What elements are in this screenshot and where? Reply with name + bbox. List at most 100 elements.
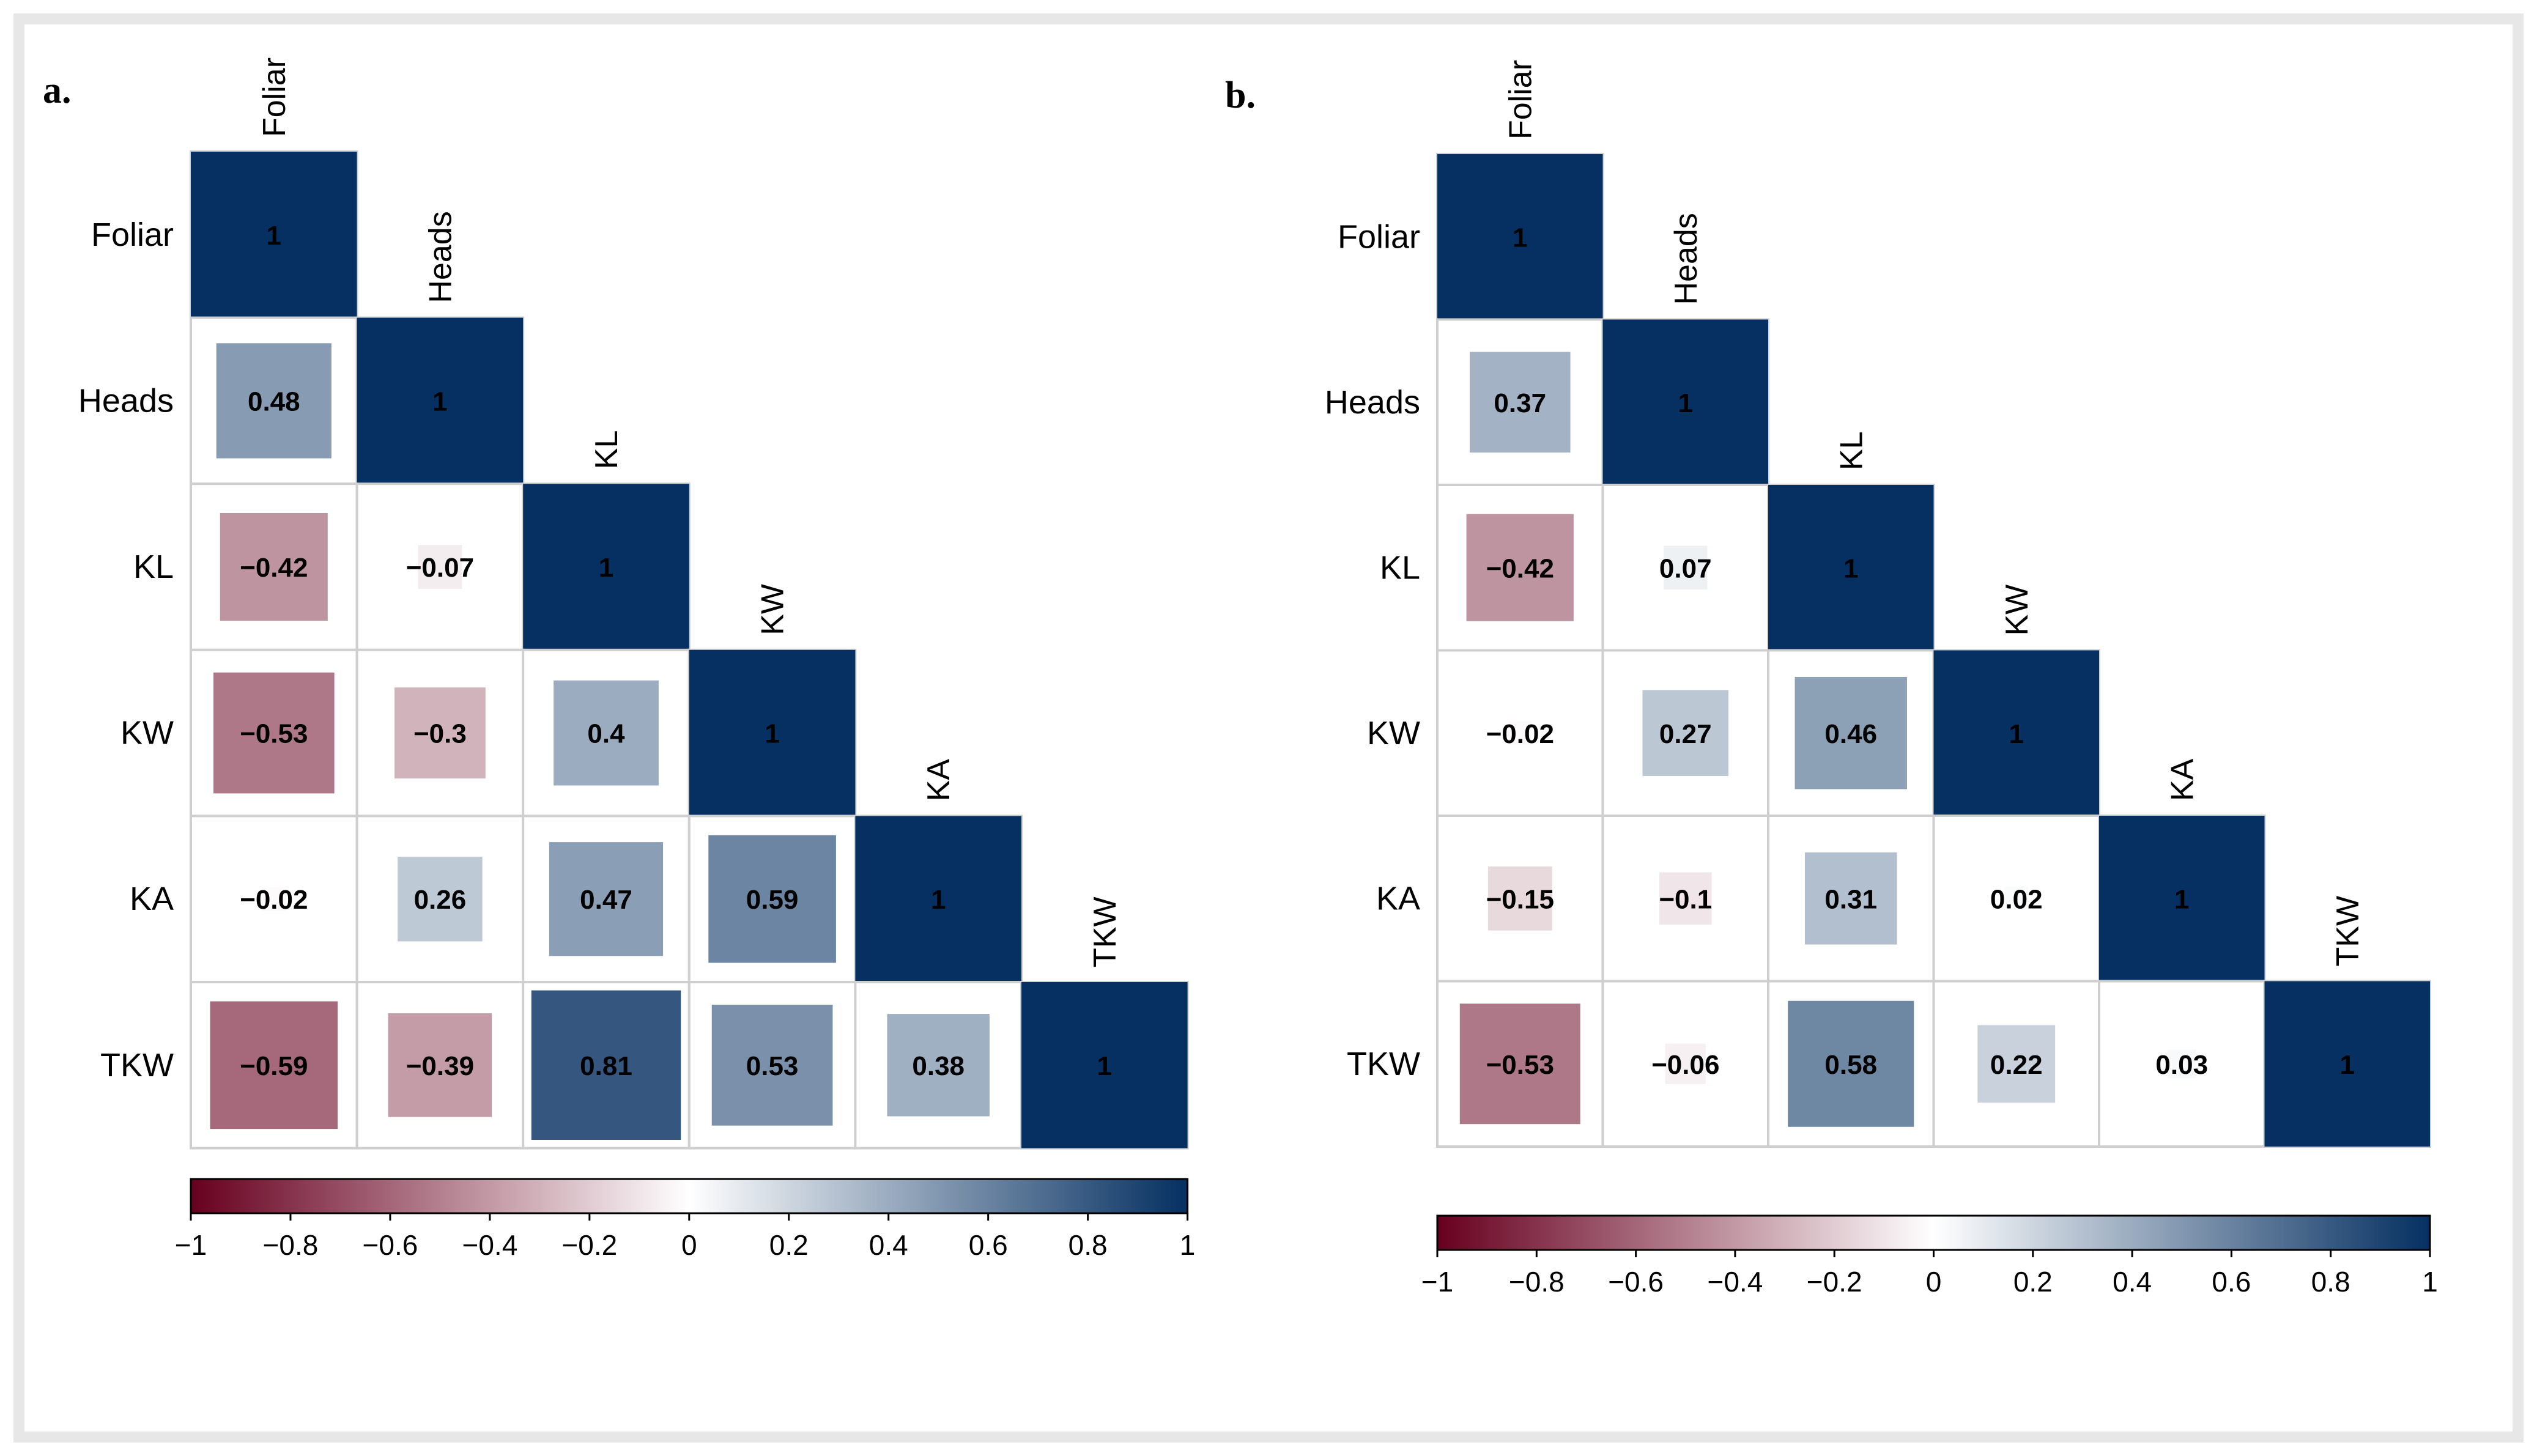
colorbar (190, 1178, 1189, 1214)
colorbar-tick-label: −1 (1421, 1266, 1453, 1298)
correlation-square (2004, 887, 2028, 911)
correlation-square (554, 680, 659, 786)
correlation-square (1794, 677, 1907, 789)
correlation-value: 0.4 (587, 719, 625, 749)
correlation-square (689, 649, 856, 816)
col-label-heads: Heads (423, 211, 458, 303)
correlation-value: 0.58 (1824, 1050, 1877, 1080)
correlation-value: 0.02 (1990, 884, 2043, 914)
correlation-square (210, 1001, 338, 1129)
correlation-value: 0.46 (1824, 719, 1877, 749)
correlation-square (357, 317, 524, 484)
correlation-value: 0.53 (746, 1051, 799, 1081)
correlation-square (1659, 872, 1712, 925)
figure-frame: a. Foliar Foliar 1 Heads Heads 0.48 1 KL KL −0.42 −… (13, 13, 2524, 1443)
col-label-ka: KA (2165, 758, 2200, 801)
colorbar-tick-label: 0.8 (2311, 1266, 2350, 1298)
correlation-value: 0.37 (1494, 388, 1546, 418)
col-label-tkw: TKW (1087, 896, 1123, 967)
correlation-value: 0.31 (1824, 884, 1877, 914)
row-label-foliar: Foliar (91, 216, 174, 253)
colorbar-tick-label: 0 (1926, 1266, 1942, 1298)
col-label-kl: KL (1834, 431, 1869, 470)
row-label-kl: KL (1380, 549, 1420, 586)
correlation-value: 0.03 (2155, 1050, 2208, 1080)
correlation-value: −0.42 (240, 553, 308, 583)
correlation-value: −0.42 (1486, 553, 1554, 583)
correlation-value: 1 (267, 221, 281, 251)
col-label-foliar: Foliar (1503, 60, 1538, 139)
correlation-square (1021, 982, 1188, 1148)
correlation-square (216, 343, 331, 459)
colorbar-tick-label: 0.6 (2212, 1266, 2251, 1298)
correlation-value: −0.02 (240, 885, 308, 915)
correlation-square (2264, 981, 2430, 1147)
colorbar-tick-label: −0.8 (1509, 1266, 1565, 1298)
correlation-value: 0.07 (1659, 553, 1712, 583)
panel-label: b. (1225, 75, 1256, 116)
correlation-square (2167, 1049, 2196, 1079)
row-label-kw: KW (1367, 715, 1420, 752)
correlation-value: −0.53 (240, 719, 308, 749)
correlation-square (523, 484, 689, 650)
correlation-matrix-a: a. Foliar Foliar 1 Heads Heads 0.48 1 KL KL −0.42 −… (43, 57, 1195, 1261)
correlation-square (711, 1004, 833, 1126)
correlation-square (855, 816, 1021, 982)
correlation-value: 0.47 (580, 885, 632, 915)
row-label-ka: KA (1376, 880, 1420, 917)
correlation-square (220, 512, 328, 621)
correlation-square (388, 1013, 492, 1117)
correlation-value: 0.22 (1990, 1050, 2043, 1080)
correlation-square (394, 687, 486, 778)
correlation-square (887, 1014, 990, 1117)
correlation-value: 1 (2174, 884, 2189, 914)
colorbar-tick-label: 0.4 (2113, 1266, 2152, 1298)
correlation-value: −0.06 (1651, 1050, 1719, 1080)
row-label-tkw: TKW (100, 1047, 174, 1084)
correlation-square (1469, 352, 1571, 453)
correlation-value: −0.53 (1486, 1050, 1554, 1080)
col-label-kw: KW (755, 584, 791, 635)
correlation-value: 0.81 (580, 1051, 632, 1081)
colorbar-tick-label: 0.4 (869, 1229, 908, 1261)
correlation-value: 1 (2340, 1050, 2355, 1080)
colorbar-tick-label: 0.6 (969, 1229, 1008, 1261)
row-label-foliar: Foliar (1338, 218, 1420, 255)
correlation-figure: a. Foliar Foliar 1 Heads Heads 0.48 1 KL KL −0.42 −… (43, 57, 2438, 1298)
correlation-matrix-b: b. Foliar Foliar 1 Heads Heads 0.37 1 KL KL −0.42 0… (1225, 60, 2438, 1298)
correlation-square (398, 856, 483, 942)
colorbar-tick-label: −0.8 (263, 1229, 319, 1261)
correlation-value: 0.38 (912, 1051, 965, 1081)
correlation-square (1437, 154, 1603, 320)
correlation-value: 1 (1843, 553, 1858, 583)
col-label-ka: KA (921, 759, 957, 802)
correlation-square (1663, 545, 1708, 590)
row-label-kw: KW (120, 715, 174, 752)
colorbar-tick-label: −0.6 (363, 1229, 418, 1261)
correlation-square (213, 672, 335, 794)
colorbar-tick-label: −0.4 (1707, 1266, 1763, 1298)
correlation-square (418, 545, 462, 589)
correlation-value: −0.1 (1659, 884, 1712, 914)
correlation-value: 1 (765, 719, 779, 749)
panel-label: a. (43, 70, 72, 111)
colorbar-tick-label: 0.8 (1069, 1229, 1108, 1261)
correlation-value: −0.02 (1486, 719, 1554, 749)
correlation-square (1642, 690, 1729, 777)
col-label-tkw: TKW (2330, 896, 2366, 967)
correlation-value: 1 (2009, 719, 2024, 749)
row-label-kl: KL (133, 549, 174, 585)
correlation-value: 0.27 (1659, 719, 1712, 749)
correlation-value: 1 (432, 386, 447, 416)
correlation-square (1602, 319, 1768, 485)
correlation-square (549, 842, 664, 956)
row-label-tkw: TKW (1347, 1046, 1420, 1082)
colorbar-tick-label: 0.2 (769, 1229, 809, 1261)
correlation-square (1459, 1003, 1580, 1125)
colorbar-tick-label: 1 (1180, 1229, 1196, 1261)
correlation-value: 1 (1513, 223, 1527, 253)
correlation-value: 0.26 (414, 885, 467, 915)
correlation-square (1466, 514, 1574, 621)
correlation-square (1508, 721, 1532, 745)
correlation-square (1933, 650, 2099, 816)
